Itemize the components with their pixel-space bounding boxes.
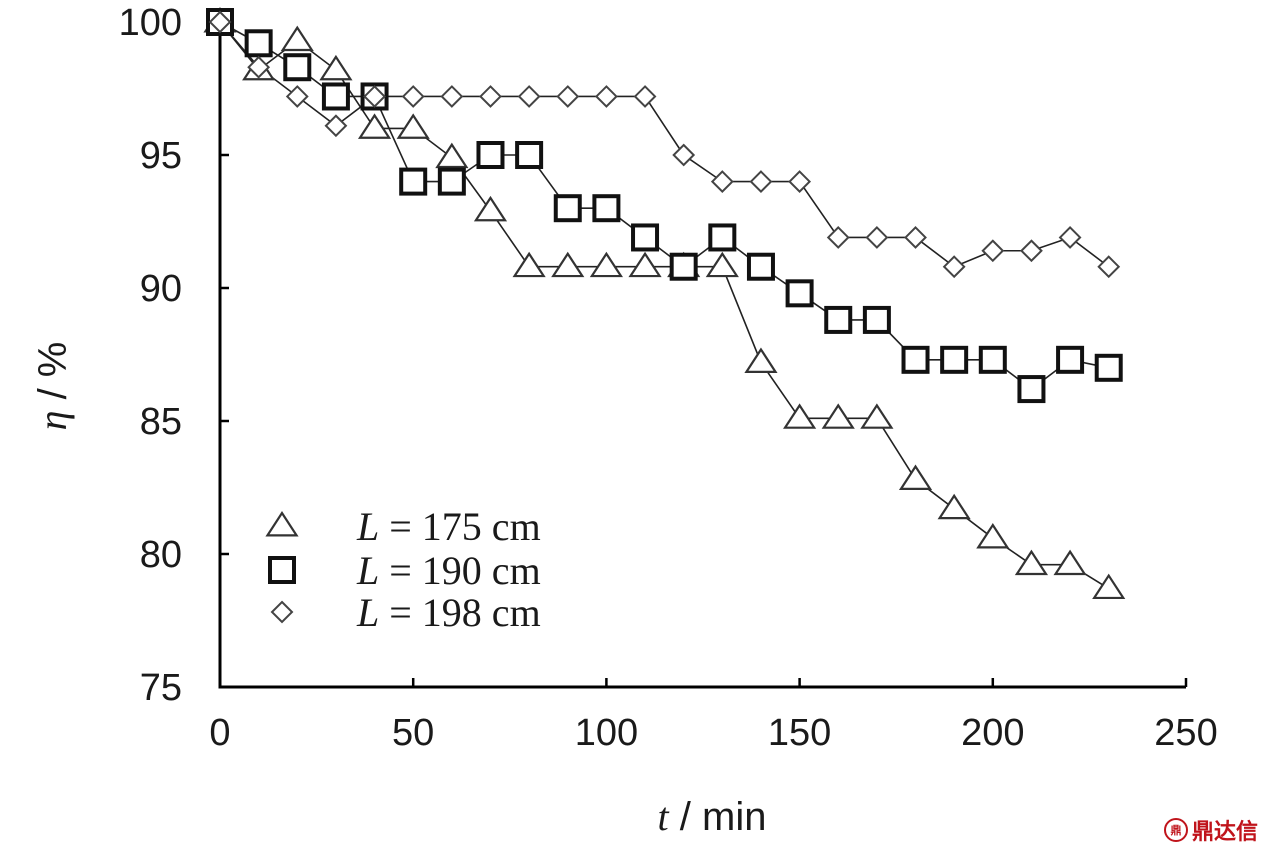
square-data-point <box>746 252 775 281</box>
triangle-data-point <box>1092 573 1126 600</box>
triangle-data-point <box>512 251 546 278</box>
diamond-data-point <box>594 85 618 108</box>
square-data-point <box>862 305 891 334</box>
watermark-text: 鼎达信 <box>1191 820 1258 845</box>
triangle-data-point <box>1014 549 1049 576</box>
square-data-point <box>940 345 969 374</box>
diamond-data-point <box>672 143 696 167</box>
diamond-data-point <box>633 85 657 108</box>
square-data-point <box>283 53 312 82</box>
triangle-data-point <box>976 523 1010 549</box>
y-tick-label: 90 <box>140 268 182 310</box>
legend: L = 175 cmL = 190 cmL = 198 cm <box>265 504 541 635</box>
x-tick-label: 50 <box>392 712 434 754</box>
triangle-data-point <box>280 25 314 52</box>
legend-diamond-icon <box>270 600 294 624</box>
diamond-data-point <box>363 85 386 108</box>
diamond-series-line <box>219 21 1110 268</box>
square-data-point <box>708 223 737 252</box>
y-tick-label: 100 <box>119 2 182 44</box>
square-data-point <box>515 141 544 169</box>
triangle-data-point <box>705 251 739 278</box>
diamond-data-point <box>710 170 734 194</box>
triangle-data-point <box>860 403 894 429</box>
diamond-data-point <box>324 114 348 138</box>
diamond-data-point <box>208 10 232 34</box>
diamond-data-point <box>517 85 541 108</box>
x-tick-label: 0 <box>209 712 230 754</box>
diamond-data-point <box>904 226 927 249</box>
diamond-data-point <box>865 226 889 249</box>
square-data-point <box>669 252 698 281</box>
legend-label: L = 190 cm <box>356 548 541 593</box>
triangle-data-point <box>628 251 662 278</box>
square-data-point <box>1056 345 1085 374</box>
diamond-data-point <box>247 55 271 79</box>
triangle-data-point <box>551 251 585 278</box>
y-tick-label: 85 <box>140 401 182 443</box>
triangle-series-line <box>219 21 1110 590</box>
legend-triangle-icon <box>265 510 299 537</box>
square-data-point <box>824 305 853 334</box>
square-series-line <box>219 21 1109 391</box>
square-data-point <box>244 29 273 58</box>
diamond-data-point <box>1020 239 1043 263</box>
legend-label: L = 175 cm <box>356 504 541 549</box>
y-tick-label: 80 <box>140 534 182 576</box>
series-lines <box>219 21 1110 590</box>
triangle-data-point <box>821 403 855 429</box>
square-data-point <box>553 194 582 223</box>
y-tick-label: 75 <box>140 667 182 709</box>
triangle-data-point <box>898 464 933 490</box>
y-tick-label: 95 <box>140 135 182 177</box>
dingdaxin-logo-icon: 鼎 <box>1163 818 1188 842</box>
x-tick-label: 200 <box>961 712 1024 754</box>
triangle-data-point <box>589 251 623 278</box>
triangle-data-point <box>396 113 430 139</box>
triangle-data-point <box>473 195 508 222</box>
diamond-data-point <box>440 85 464 108</box>
triangle-data-point <box>357 113 392 139</box>
diamond-data-point <box>556 85 580 108</box>
square-data-point <box>631 223 660 252</box>
diamond-data-point <box>749 170 773 194</box>
diamond-data-point <box>942 255 966 279</box>
square-data-point <box>785 279 814 308</box>
series-markers <box>203 6 1126 600</box>
square-data-point <box>476 141 505 169</box>
diamond-data-point <box>1097 255 1121 279</box>
square-data-point <box>1017 375 1046 404</box>
triangle-data-point <box>783 403 817 429</box>
watermark: 鼎 鼎达信 <box>1163 814 1258 846</box>
square-data-point <box>399 167 428 196</box>
triangle-data-point <box>744 347 778 373</box>
square-data-point <box>978 345 1007 374</box>
triangle-data-point <box>1053 549 1087 576</box>
diamond-data-point <box>401 85 425 108</box>
triangle-data-point <box>435 142 469 169</box>
axes: 0 50 100 150 200 250 75 80 85 90 95 100 <box>119 2 1218 754</box>
square-data-point <box>901 345 930 374</box>
square-data-point <box>437 167 466 196</box>
diamond-data-point <box>788 170 812 194</box>
x-tick-label: 150 <box>768 712 831 754</box>
diamond-data-point <box>981 239 1005 263</box>
square-data-point <box>321 82 350 111</box>
x-tick-label: 100 <box>575 712 638 754</box>
y-axis-title: η / % <box>30 342 75 431</box>
x-axis-title: t / min <box>658 794 767 839</box>
legend-label: L = 198 cm <box>356 590 541 635</box>
square-data-point <box>1094 353 1123 382</box>
diamond-data-point <box>826 226 850 249</box>
triangle-data-point <box>319 54 353 81</box>
triangle-data-point <box>937 493 971 520</box>
diamond-data-point <box>1058 226 1082 249</box>
diamond-data-point <box>285 85 309 108</box>
legend-square-icon <box>268 556 296 584</box>
diamond-data-point <box>479 85 502 108</box>
x-tick-label: 250 <box>1154 712 1217 754</box>
square-data-point <box>592 194 621 223</box>
